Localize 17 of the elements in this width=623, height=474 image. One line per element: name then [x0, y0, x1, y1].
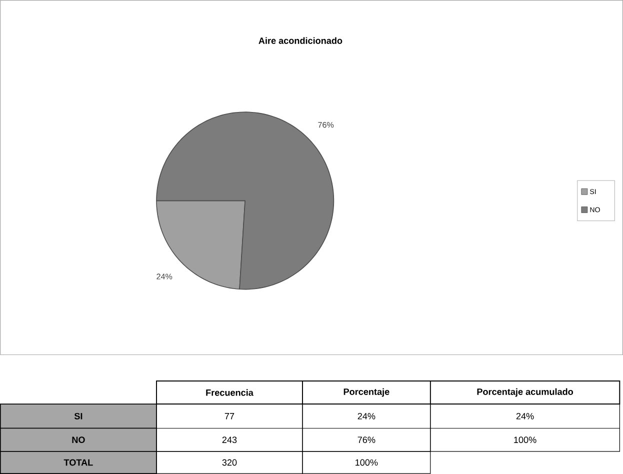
text: 100% [356, 459, 378, 466]
text: 24% [516, 412, 534, 420]
data-label: 76% [318, 122, 334, 128]
data-label: 24% [156, 274, 172, 280]
text: Porcentaje [344, 388, 390, 397]
text: NO [72, 436, 85, 444]
text: SI [74, 412, 82, 420]
text: 76% [358, 436, 376, 444]
text: 77 [224, 413, 234, 420]
text: TOTAL [64, 459, 93, 466]
text: 320 [222, 459, 237, 466]
chart-title: Aire acondicionado [258, 37, 342, 44]
text: 243 [222, 436, 237, 444]
text: Frecuencia [206, 389, 254, 396]
text: Porcentaje acumulado [477, 388, 574, 397]
text: 100% [514, 436, 536, 444]
text: 24% [358, 412, 376, 420]
